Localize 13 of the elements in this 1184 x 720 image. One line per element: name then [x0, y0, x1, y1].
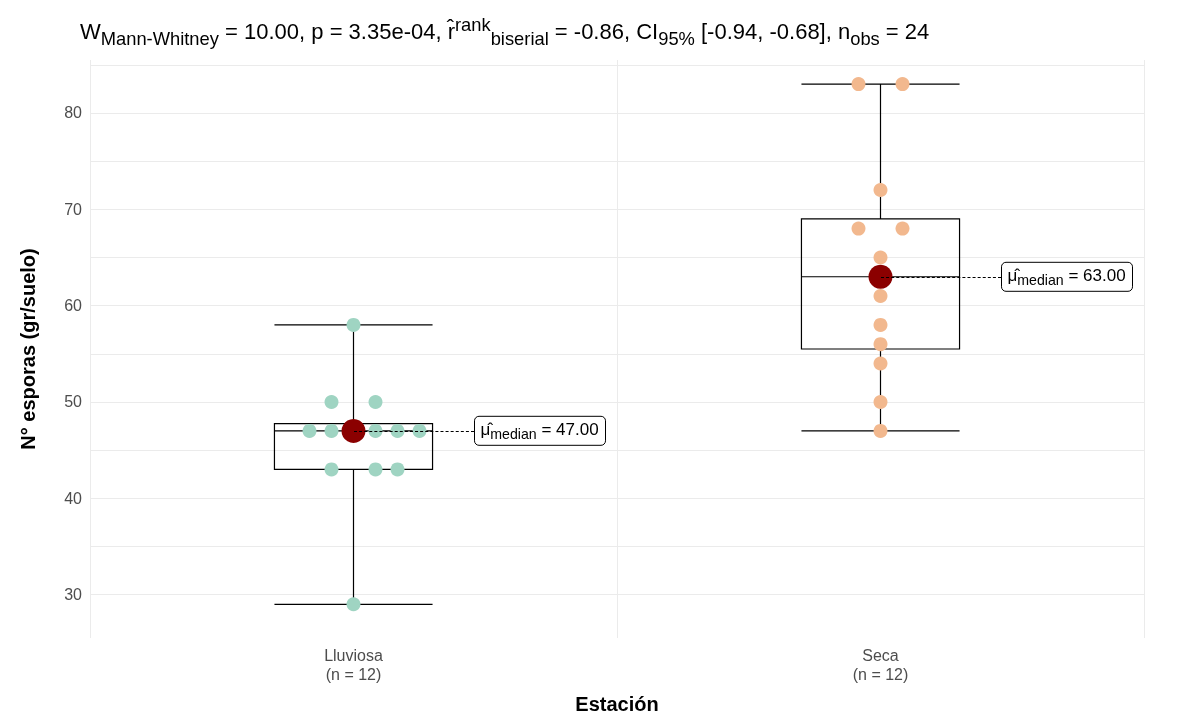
x-axis-title: Estación: [575, 693, 659, 715]
y-tick-label: 30: [64, 586, 83, 604]
chart-title: W$_{Mann-Whitney}$ = 10.00, p = 3.35e-04, r̂$^{rank}$$_{biserial}$ = -0.86, CI$_{95%}$ [-0.94, -0.68], n$_{obs}$ = 24: [80, 14, 930, 49]
y-axis-title: N° esporas (gr/suelo): [17, 248, 39, 450]
x-tick-label: Seca (n = 12): [852, 647, 909, 683]
annotation: μ̂$_{median}$ = 47.00: [473, 415, 606, 447]
y-tick-label: 80: [64, 104, 83, 122]
y-tick-label: 40: [64, 489, 83, 507]
y-tick-label: 70: [64, 200, 83, 218]
y-tick-label: 50: [64, 393, 83, 411]
x-tick-label: Lluviosa (n = 12): [324, 647, 383, 683]
annotation: μ̂$_{median}$ = 63.00: [1000, 261, 1133, 292]
y-tick-label: 60: [64, 297, 83, 315]
